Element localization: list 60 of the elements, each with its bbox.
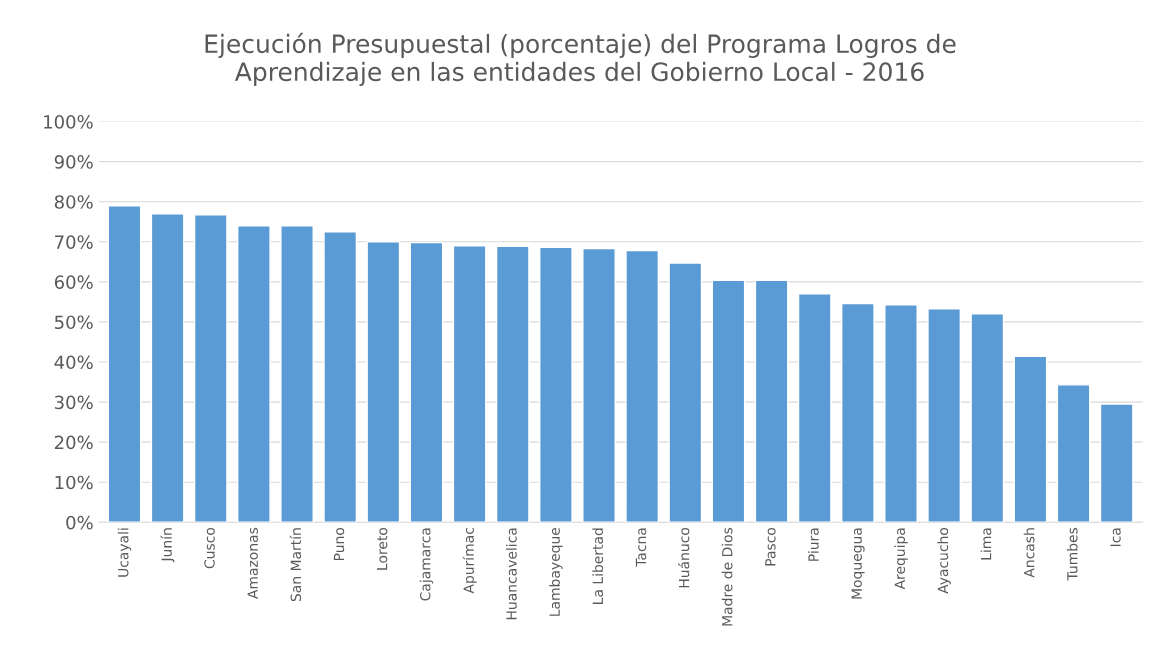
- x-tick-label: Apurímac: [462, 528, 477, 594]
- bar: [1099, 403, 1134, 523]
- x-tick-label: Ica: [1110, 528, 1121, 547]
- y-tick-label: 30%: [54, 395, 93, 410]
- x-tick-label: Piura: [808, 528, 819, 561]
- x-tick-label: Lima: [980, 528, 992, 560]
- bar: [582, 247, 616, 523]
- y-tick-label: 20%: [54, 435, 93, 450]
- x-tick-label: Ucayali: [117, 528, 132, 577]
- bar: [237, 225, 271, 523]
- bar: [1013, 355, 1048, 523]
- bar: [539, 246, 573, 523]
- x-tick-label: Amazonas: [247, 527, 258, 599]
- bar: [107, 205, 142, 523]
- bar: [409, 241, 444, 523]
- x-tick-label: Ancash: [1023, 528, 1035, 578]
- bar: [495, 245, 530, 523]
- bar: [1056, 384, 1091, 523]
- y-tick-label: 80%: [54, 195, 93, 209]
- bar: [754, 279, 789, 523]
- bar: [150, 213, 185, 523]
- y-tick-label: 0%: [66, 515, 93, 530]
- bar: [711, 279, 746, 523]
- bar: [280, 225, 314, 523]
- x-tick-label: Pasco: [765, 527, 776, 566]
- x-tick-label: Huancavelica: [506, 528, 517, 620]
- bar: [668, 262, 703, 523]
- chart-title: Ejecución Presupuestal (porcentaje) del Programa Logros de Aprendizaje en las entidades del Gobierno Local - 2016: [205, 32, 956, 87]
- y-tick-label: 40%: [54, 355, 93, 370]
- bar: [970, 313, 1005, 523]
- bar: [797, 293, 832, 523]
- y-tick-label: 100%: [44, 115, 93, 129]
- y-tick-label: 50%: [55, 315, 93, 330]
- bar: [452, 245, 487, 523]
- bar: [323, 231, 358, 523]
- x-tick-label: Cusco: [204, 527, 215, 569]
- x-tick-label: Madre de Dios: [721, 527, 733, 626]
- x-tick-label: La Libertad: [592, 528, 604, 604]
- y-tick-label: 90%: [54, 155, 93, 169]
- bar: [884, 304, 918, 523]
- x-tick-label: San Martín: [289, 528, 302, 602]
- bar: [625, 249, 660, 523]
- x-tick-label: Cajamarca: [419, 528, 434, 601]
- x-tick-label: Ayacucho: [937, 527, 951, 594]
- x-tick-label: Lambayeque: [549, 527, 563, 616]
- y-tick-label: 10%: [55, 475, 93, 490]
- x-tick-label: Puno: [333, 527, 345, 561]
- bar: [193, 214, 228, 523]
- bar: [841, 302, 875, 523]
- y-tick-label: 60%: [54, 275, 93, 289]
- y-tick-label: 70%: [55, 235, 93, 249]
- bar: [366, 241, 401, 523]
- x-tick-label: Arequipa: [894, 528, 908, 590]
- bar: [927, 308, 962, 523]
- x-tick-label: Huánuco: [678, 527, 690, 588]
- x-tick-label: Tumbes: [1066, 527, 1078, 581]
- x-tick-label: Loreto: [377, 527, 388, 570]
- x-tick-label: Junín: [160, 528, 175, 563]
- x-tick-label: Tacna: [635, 528, 647, 567]
- x-tick-label: Moquegua: [851, 528, 865, 599]
